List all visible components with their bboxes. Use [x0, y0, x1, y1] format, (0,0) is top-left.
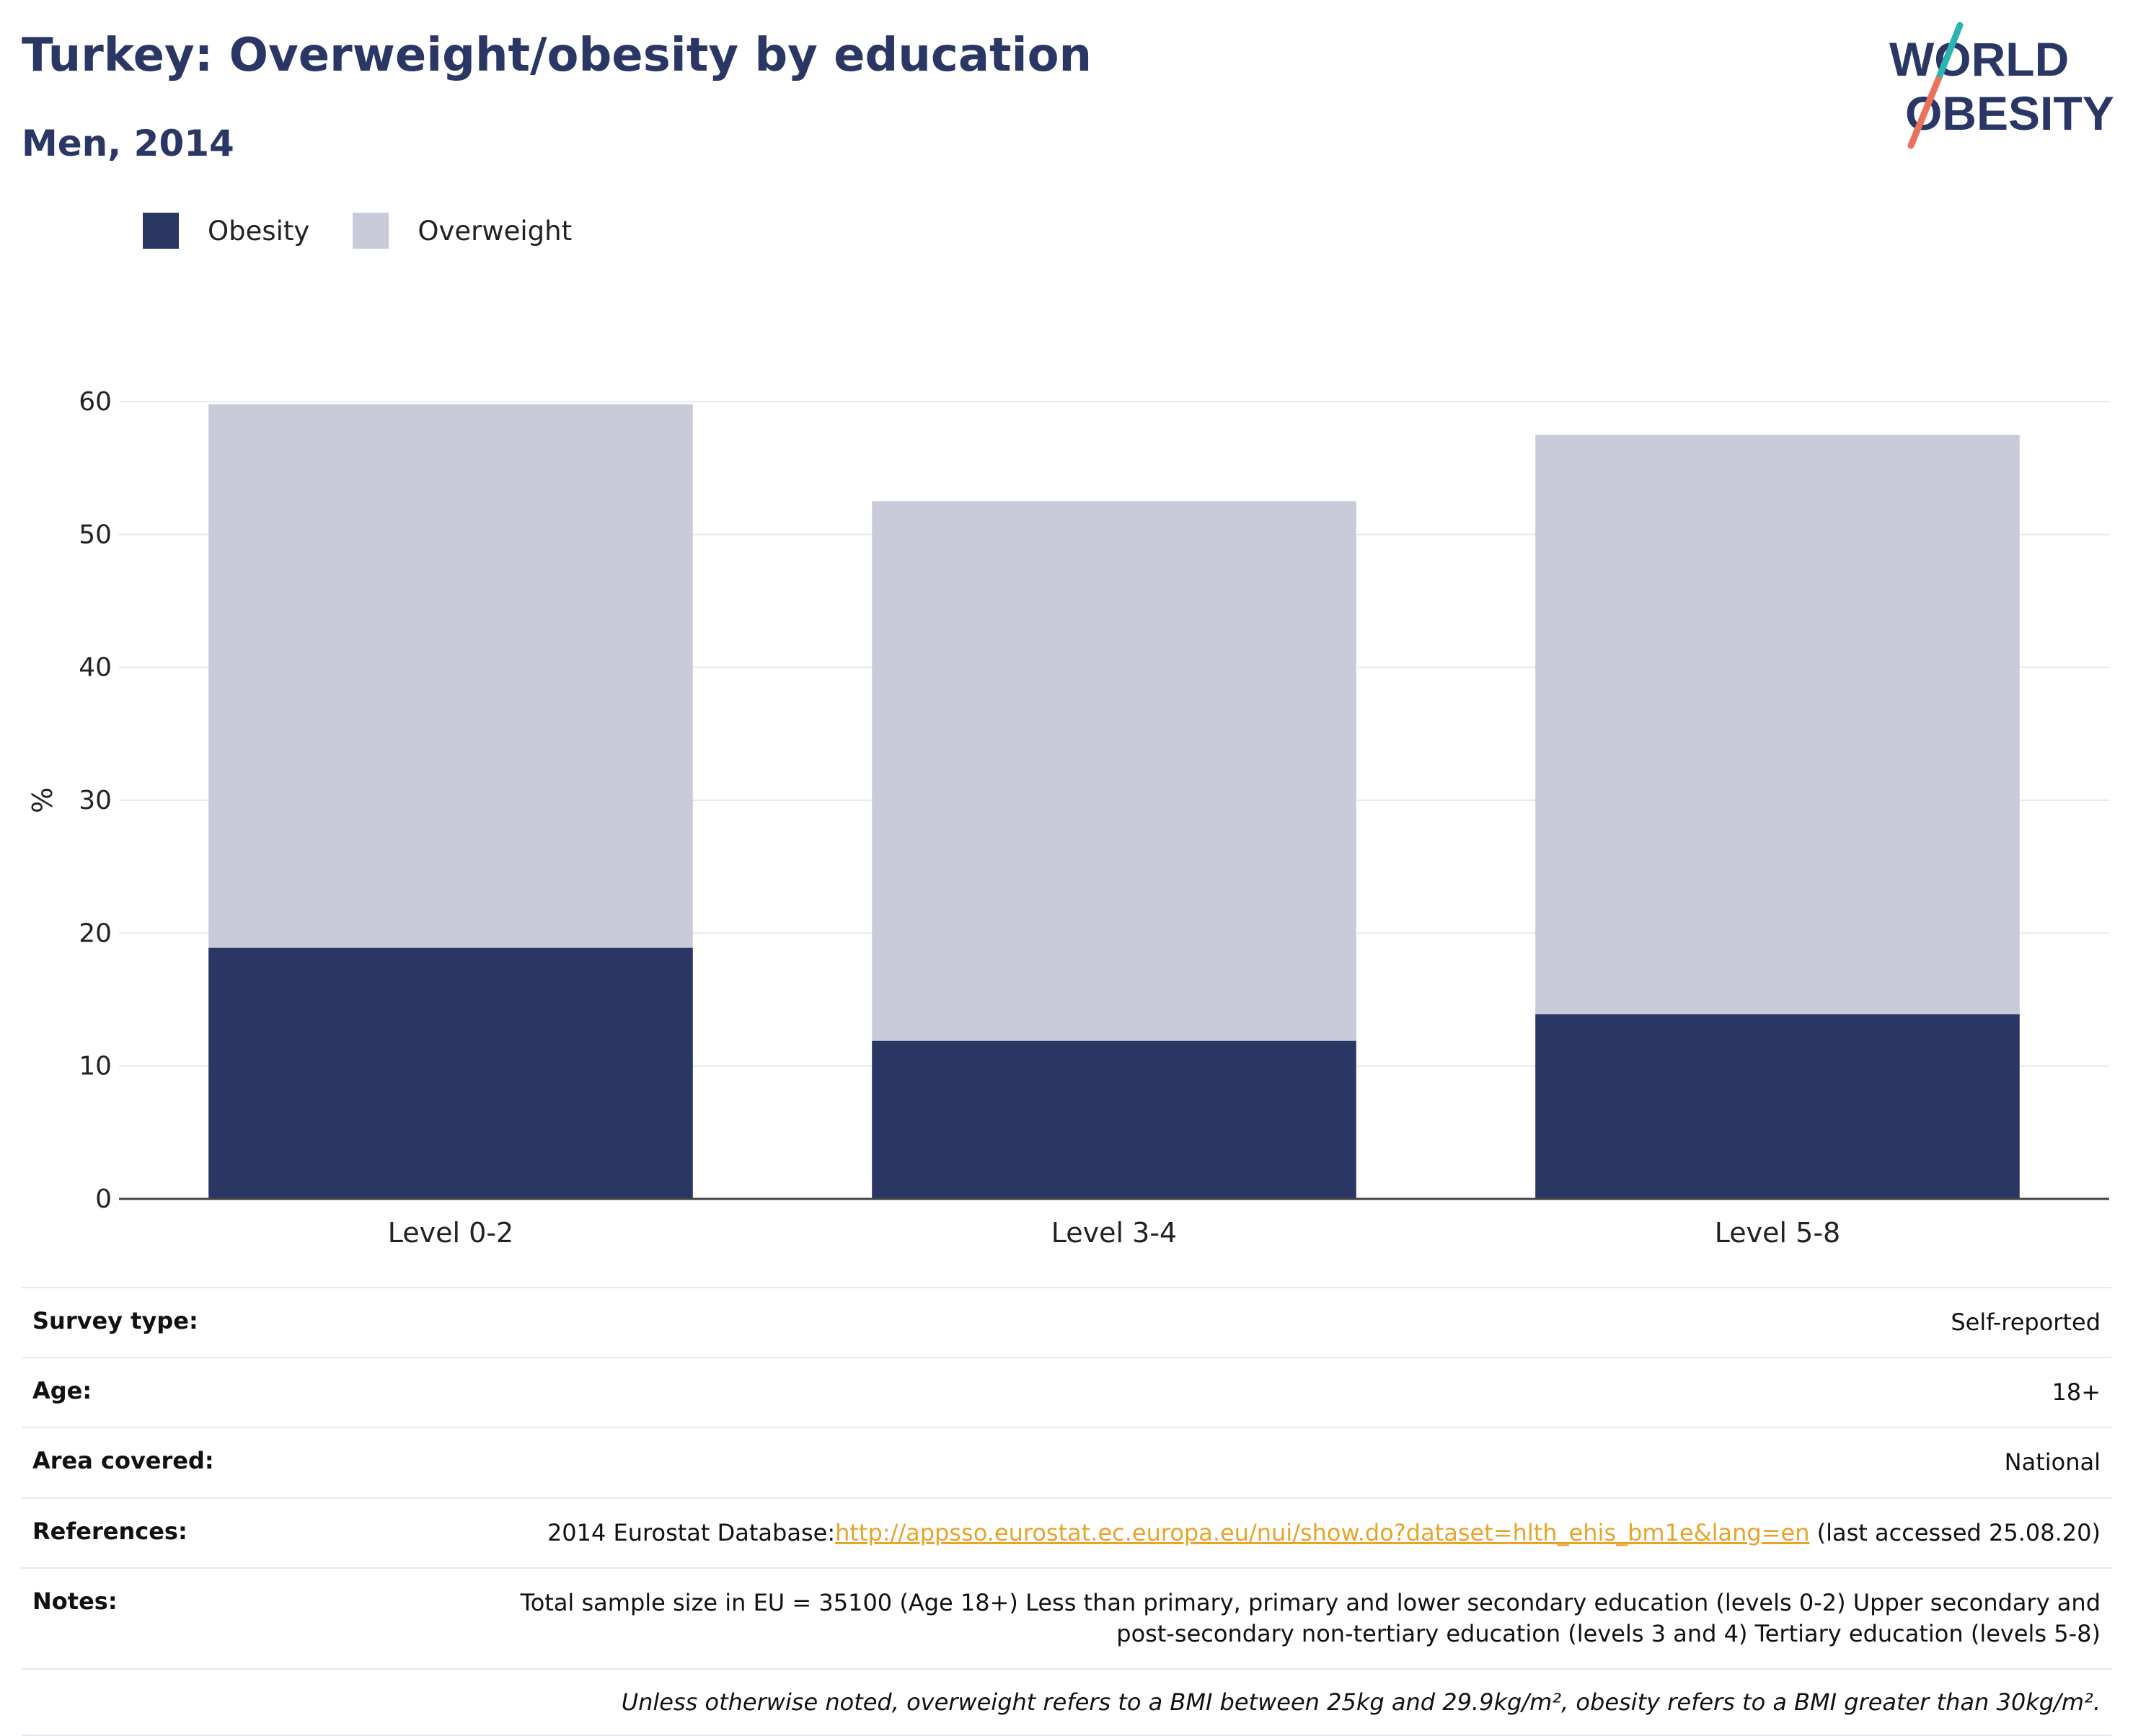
x-tick-label: Level 3-4	[1051, 1217, 1177, 1249]
chart-legend: Obesity Overweight	[143, 213, 615, 249]
info-label: Notes:	[32, 1587, 118, 1615]
logo-line1: WORLD	[1889, 32, 2069, 86]
bar-chart: 0 10 20 30 40 50 60% Level 0-2 Level 3-4 Level 5-…	[27, 387, 2109, 1249]
bmi-footnote: Unless otherwise noted, overweight refer…	[621, 1688, 2101, 1717]
info-table: Survey type: Self-reported Age: 18+ Area…	[22, 1287, 2111, 1736]
info-row-notes: Notes: Total sample size in EU = 35100 (…	[22, 1569, 2111, 1670]
legend-swatch-obesity	[143, 213, 179, 249]
logo-line2: OBESITY	[1905, 87, 2114, 140]
bar-overweight-1	[208, 404, 693, 948]
x-tick-label: Level 0-2	[388, 1217, 513, 1249]
info-label: Area covered:	[32, 1447, 214, 1475]
legend-label-overweight: Overweight	[418, 215, 573, 247]
x-tick-label: Level 5-8	[1715, 1217, 1840, 1249]
info-value: 18+	[2052, 1378, 2101, 1407]
info-row-references: References: 2014 Eurostat Database:http:…	[22, 1499, 2111, 1569]
info-value: Total sample size in EU = 35100 (Age 18+…	[521, 1587, 2101, 1649]
logo-slash-top	[1935, 22, 1964, 83]
info-row-age: Age: 18+	[22, 1358, 2111, 1429]
info-row-footnote: Unless otherwise noted, overweight refer…	[22, 1670, 2111, 1736]
chart-subtitle: Men, 2014	[22, 123, 234, 164]
y-tick-label: 40	[79, 653, 112, 683]
bar-overweight-3	[1535, 435, 2020, 1014]
reference-suffix: (last accessed 25.08.20)	[1809, 1518, 2101, 1546]
notes-line-2: post-secondary non-tertiary education (l…	[1116, 1619, 2101, 1647]
y-tick-label: 60	[79, 387, 112, 417]
chart-title: Turkey: Overweight/obesity by education	[22, 29, 1092, 82]
info-label: Age:	[32, 1377, 92, 1405]
logo-slash-bottom	[1907, 76, 1942, 149]
y-tick-label: 20	[79, 918, 112, 948]
bar-obesity-1	[208, 947, 693, 1199]
bar-obesity-3	[1535, 1014, 2020, 1199]
legend-item-overweight[interactable]: Overweight	[353, 213, 572, 249]
notes-line-1: Total sample size in EU = 35100 (Age 18+…	[520, 1588, 2101, 1616]
legend-item-obesity[interactable]: Obesity	[143, 213, 309, 249]
y-tick-label: 30	[79, 786, 112, 815]
bar-overweight-2	[872, 501, 1356, 1041]
info-row-area-covered: Area covered: National	[22, 1428, 2111, 1499]
info-value: Self-reported	[1951, 1308, 2101, 1336]
legend-swatch-overweight	[353, 213, 389, 249]
y-axis-label: %	[27, 787, 58, 813]
bar-obesity-2	[872, 1040, 1356, 1199]
y-tick-label: 10	[79, 1052, 112, 1081]
info-row-survey-type: Survey type: Self-reported	[22, 1288, 2111, 1359]
y-tick-label: 0	[95, 1184, 112, 1214]
reference-link[interactable]: http://appsso.eurostat.ec.europa.eu/nui/…	[835, 1518, 1810, 1546]
info-value: 2014 Eurostat Database:http://appsso.eur…	[547, 1518, 2101, 1549]
world-obesity-logo: WORLD OBESITY	[1889, 22, 2114, 149]
y-tick-label: 50	[79, 520, 112, 549]
reference-prefix: 2014 Eurostat Database:	[547, 1518, 836, 1546]
info-label: Survey type:	[32, 1307, 198, 1334]
info-label: References:	[32, 1517, 187, 1545]
info-value: National	[2004, 1448, 2101, 1476]
legend-label-obesity: Obesity	[208, 215, 310, 247]
